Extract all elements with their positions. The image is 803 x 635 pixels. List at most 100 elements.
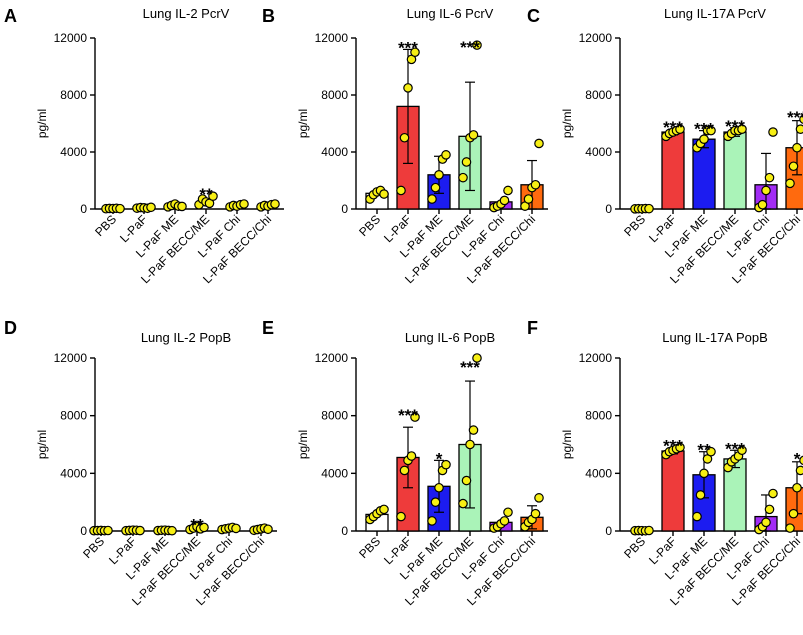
data-point xyxy=(534,138,544,149)
data-point xyxy=(427,516,437,526)
data-point xyxy=(695,490,706,500)
y-tick-label: 4000 xyxy=(585,145,612,159)
data-point xyxy=(458,498,468,509)
y-tick-label: 4000 xyxy=(60,466,87,480)
data-point xyxy=(472,353,482,363)
data-point xyxy=(461,157,472,167)
significance-marker: * xyxy=(436,449,443,468)
data-point xyxy=(699,134,709,144)
y-axis-label: pg/ml xyxy=(296,430,310,459)
data-point xyxy=(167,525,177,536)
y-tick-label: 4000 xyxy=(321,145,348,159)
data-point xyxy=(788,161,799,172)
data-point xyxy=(441,150,451,160)
data-point xyxy=(379,504,389,515)
data-point xyxy=(757,199,768,210)
data-point xyxy=(199,522,209,533)
data-point xyxy=(458,172,468,183)
data-point xyxy=(706,446,716,457)
data-point xyxy=(403,83,413,93)
panel-letter: B xyxy=(262,6,275,26)
data-point xyxy=(503,185,513,196)
y-tick-label: 0 xyxy=(80,202,87,216)
data-point xyxy=(208,191,218,201)
data-point xyxy=(231,523,241,534)
significance-marker: *** xyxy=(725,117,745,136)
panel-e: E Lung IL-6 PopB04000800012000pg/mlPBS***… xyxy=(262,318,548,608)
data-point xyxy=(146,202,156,213)
panel-c: C Lung IL-17A PcrV 0 4000 8000 12000 pg/ml PBS *… xyxy=(527,6,803,286)
data-point xyxy=(441,459,451,470)
y-tick-label: 0 xyxy=(80,524,87,538)
panel-f: F Lung IL-17A PopB 0 4000 8000 12000 pg/ml PBS *… xyxy=(527,318,803,608)
x-category-label: PBS xyxy=(621,534,648,561)
y-tick-label: 12000 xyxy=(579,31,613,45)
y-tick-label: 4000 xyxy=(60,145,87,159)
panel-title: Lung IL-17A PopB xyxy=(662,330,768,345)
panel-letter: C xyxy=(527,6,540,26)
data-point xyxy=(737,124,747,134)
data-point xyxy=(799,455,803,466)
data-point xyxy=(396,511,406,522)
panel-title: Lung IL-17A PcrV xyxy=(664,6,766,21)
x-category-label: PBS xyxy=(356,212,383,239)
data-point xyxy=(434,170,444,180)
y-tick-label: 4000 xyxy=(585,466,612,480)
data-point xyxy=(761,517,771,528)
data-point xyxy=(792,142,802,153)
significance-marker: *** xyxy=(398,406,418,425)
y-tick-label: 8000 xyxy=(60,88,87,102)
y-tick-label: 0 xyxy=(605,202,612,216)
data-point xyxy=(399,465,410,476)
data-point xyxy=(472,40,482,50)
data-point xyxy=(115,203,125,214)
y-axis-label: pg/ml xyxy=(296,109,310,138)
data-point xyxy=(785,178,795,189)
data-point xyxy=(795,465,803,476)
y-tick-label: 4000 xyxy=(321,466,348,480)
panel-title: Lung IL-2 PopB xyxy=(141,330,231,345)
data-point xyxy=(396,185,406,196)
data-point xyxy=(644,203,654,214)
significance-marker: *** xyxy=(663,436,683,455)
y-tick-label: 12000 xyxy=(54,351,88,365)
data-point xyxy=(795,124,803,134)
panel-a: A Lung IL-2 PcrV04000800012000pg/mlPBSL-P… xyxy=(4,6,284,286)
data-point xyxy=(737,445,747,456)
data-point xyxy=(468,425,479,435)
y-tick-label: 8000 xyxy=(585,88,612,102)
significance-marker: *** xyxy=(787,108,803,127)
data-point xyxy=(675,442,685,453)
y-tick-label: 0 xyxy=(341,202,348,216)
panel-title: Lung IL-6 PcrV xyxy=(407,6,494,21)
panel-title: Lung IL-6 PopB xyxy=(405,330,495,345)
data-point xyxy=(430,497,441,507)
bar xyxy=(723,131,747,210)
significance-marker: *** xyxy=(694,120,714,139)
significance-marker: ** xyxy=(697,441,711,460)
data-point xyxy=(523,194,534,204)
data-point xyxy=(768,488,778,499)
bar xyxy=(661,131,685,210)
bar xyxy=(661,450,685,532)
data-point xyxy=(177,201,187,212)
y-tick-label: 0 xyxy=(605,524,612,538)
y-axis-label: pg/ml xyxy=(560,109,574,138)
data-point xyxy=(263,524,273,535)
data-point xyxy=(530,508,541,519)
significance-marker: * xyxy=(794,449,801,468)
data-point xyxy=(103,525,113,536)
y-axis-label: pg/ml xyxy=(35,109,49,138)
data-point xyxy=(788,508,799,519)
data-point xyxy=(799,114,803,124)
y-tick-label: 12000 xyxy=(579,351,613,365)
data-point xyxy=(764,172,775,183)
y-tick-label: 8000 xyxy=(60,409,87,423)
data-point xyxy=(410,412,420,422)
panel-b: B Lung IL-6 PcrV 0 4000 8000 12000 pg/ml PBS ***… xyxy=(262,6,548,286)
data-point xyxy=(135,525,145,536)
data-point xyxy=(499,195,510,206)
data-point xyxy=(503,507,513,518)
panel-letter: F xyxy=(527,318,538,338)
